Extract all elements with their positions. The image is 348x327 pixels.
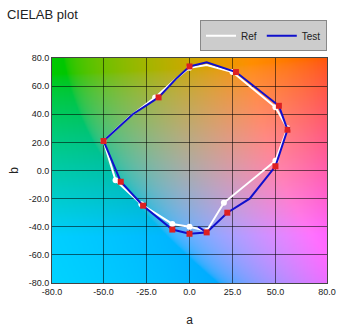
svg-text:25.0: 25.0 [224, 287, 242, 297]
svg-text:-60.0: -60.0 [29, 250, 50, 260]
svg-text:50.0: 50.0 [267, 287, 285, 297]
svg-text:80.0: 80.0 [32, 53, 50, 63]
svg-text:80.0: 80.0 [318, 287, 336, 297]
svg-text:Ref: Ref [241, 31, 257, 42]
svg-text:b: b [7, 167, 21, 174]
svg-text:0.0: 0.0 [37, 166, 50, 176]
svg-text:CIELAB plot: CIELAB plot [7, 7, 78, 22]
svg-text:0.0: 0.0 [183, 287, 196, 297]
svg-text:-50.0: -50.0 [93, 287, 114, 297]
svg-text:-80.0: -80.0 [29, 278, 50, 288]
svg-text:20.0: 20.0 [32, 138, 50, 148]
svg-text:a: a [186, 313, 193, 327]
svg-text:60.0: 60.0 [32, 81, 50, 91]
svg-text:40.0: 40.0 [32, 109, 50, 119]
svg-text:-25.0: -25.0 [136, 287, 157, 297]
svg-text:-80.0: -80.0 [42, 287, 63, 297]
svg-text:-20.0: -20.0 [29, 194, 50, 204]
svg-text:-40.0: -40.0 [29, 222, 50, 232]
svg-text:Test: Test [302, 31, 321, 42]
